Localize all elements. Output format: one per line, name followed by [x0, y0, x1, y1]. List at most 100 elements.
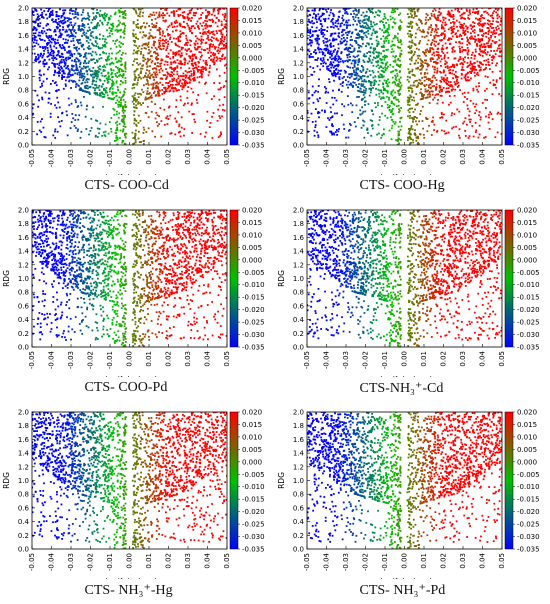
rdg-point [382, 83, 384, 85]
rdg-point [430, 87, 432, 89]
rdg-point [451, 51, 453, 53]
rdg-point [423, 52, 425, 54]
rdg-point [492, 118, 494, 120]
rdg-point [430, 80, 432, 82]
rdg-point [447, 67, 449, 69]
colorbar [230, 8, 238, 145]
rdg-point [370, 26, 372, 28]
rdg-point [186, 81, 188, 83]
rdg-point [209, 126, 211, 128]
rdg-point [120, 64, 122, 66]
rdg-point [218, 47, 220, 49]
rdg-point [357, 90, 359, 92]
rdg-point [358, 9, 360, 11]
rdg-point [383, 133, 385, 135]
rdg-point [459, 21, 461, 23]
rdg-point [133, 99, 135, 101]
rdg-point [134, 4, 136, 6]
rdg-point [419, 29, 421, 31]
rdg-point [372, 12, 374, 14]
rdg-point [161, 77, 163, 79]
rdg-point [324, 6, 326, 8]
rdg-point [428, 28, 430, 30]
rdg-point [142, 15, 144, 17]
x-tick-label: 0.01 [145, 149, 153, 165]
rdg-point [88, 42, 90, 44]
rdg-point [312, 95, 314, 97]
rdg-point [188, 321, 190, 323]
rdg-point [71, 121, 73, 123]
rdg-point [400, 27, 402, 29]
rdg-point [122, 13, 124, 15]
rdg-point [59, 29, 61, 31]
rdg-point [46, 6, 48, 8]
rdg-point [430, 31, 432, 33]
rdg-point [368, 80, 370, 82]
rdg-point [147, 106, 149, 108]
rdg-point [351, 63, 353, 65]
rdg-point [110, 30, 112, 32]
rdg-point [409, 33, 411, 35]
rdg-point [339, 73, 341, 75]
rdg-point [154, 63, 156, 65]
rdg-point [154, 103, 156, 105]
rdg-point [173, 61, 175, 63]
rdg-point [211, 19, 213, 21]
rdg-point [212, 58, 214, 60]
rdg-point [378, 52, 380, 54]
rdg-point [332, 104, 334, 106]
rdg-point [479, 39, 481, 41]
rdg-point [438, 56, 440, 58]
rdg-point [493, 30, 495, 32]
rdg-point [214, 15, 216, 17]
rdg-point [154, 136, 156, 138]
rdg-point [317, 38, 319, 40]
rdg-point [380, 76, 382, 78]
rdg-point [469, 37, 471, 39]
rdg-point [407, 115, 409, 117]
rdg-point [343, 76, 345, 78]
rdg-point [194, 67, 196, 69]
rdg-point [411, 117, 413, 119]
rdg-point [124, 66, 126, 68]
scatter-points [31, 206, 228, 348]
rdg-point [104, 75, 106, 77]
rdg-point [489, 68, 491, 70]
rdg-point [61, 53, 63, 55]
rdg-point [440, 81, 442, 83]
rdg-point [477, 91, 479, 93]
rdg-point [376, 45, 378, 47]
rdg-point [480, 4, 482, 6]
rdg-point [426, 97, 428, 99]
rdg-point [171, 80, 173, 82]
rdg-point [34, 45, 36, 47]
rdg-point [111, 24, 113, 26]
rdg-point [440, 65, 442, 67]
rdg-point [37, 106, 39, 108]
rdg-point [118, 75, 120, 77]
rdg-point [360, 91, 362, 93]
rdg-point [382, 35, 384, 37]
rdg-point [213, 82, 215, 84]
y-tick-label: 2.0 [293, 5, 304, 13]
rdg-point [68, 98, 70, 100]
rdg-point [123, 119, 125, 121]
rdg-point [424, 72, 426, 74]
rdg-point [151, 35, 153, 37]
rdg-point [385, 49, 387, 51]
rdg-point [370, 51, 372, 53]
rdg-point [62, 23, 64, 25]
rdg-point [338, 64, 340, 66]
rdg-point [82, 90, 84, 92]
rdg-point [80, 131, 82, 133]
rdg-point [195, 57, 197, 59]
rdg-point [310, 53, 312, 55]
rdg-point [474, 22, 476, 24]
rdg-point [91, 54, 93, 56]
rdg-point [94, 62, 96, 64]
rdg-point [432, 66, 434, 68]
rdg-point [176, 71, 178, 73]
rdg-point [398, 92, 400, 94]
rdg-point [201, 36, 203, 38]
rdg-point [410, 128, 412, 130]
